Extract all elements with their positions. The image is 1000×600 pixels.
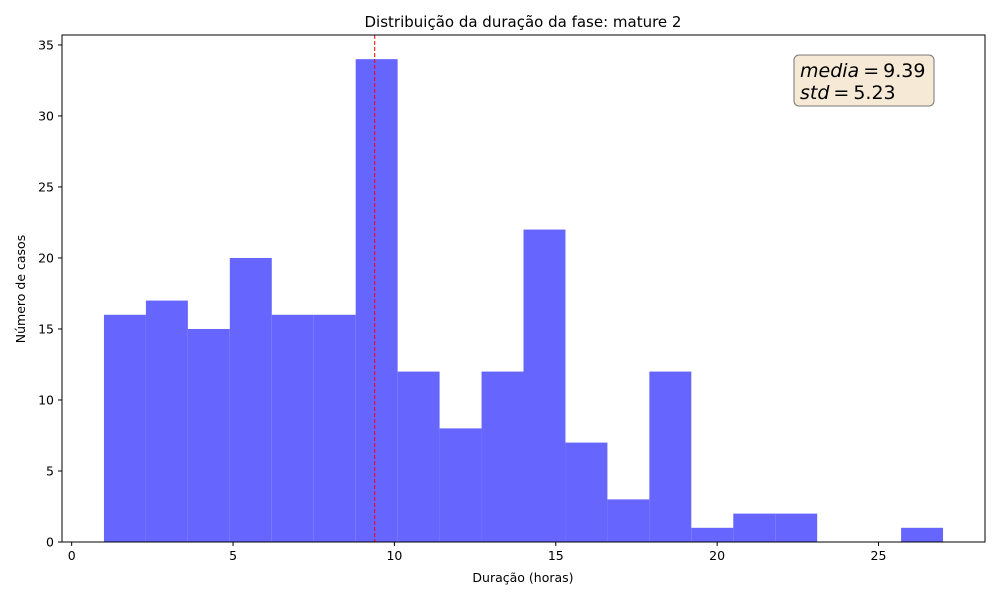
chart-title: Distribuição da duração da fase: mature … <box>365 13 682 31</box>
x-axis-label: Duração (horas) <box>472 570 573 585</box>
x-axis-ticks: 0 5 10 15 20 25 <box>68 542 887 563</box>
y-tick-label: 35 <box>38 37 54 52</box>
std-stat-label: std <box>800 82 830 104</box>
x-tick-label: 0 <box>68 548 76 563</box>
histogram-bar <box>607 499 650 542</box>
histogram-bar <box>397 371 440 542</box>
histogram-bar <box>271 314 314 542</box>
histogram-bar <box>691 527 734 542</box>
x-tick-label: 25 <box>871 548 887 563</box>
std-stat-value: 5.23 <box>853 82 895 104</box>
stats-box: media = 9.39 std = 5.23 <box>793 54 935 107</box>
histogram-bar <box>229 257 272 542</box>
histogram-bar <box>313 314 356 542</box>
x-tick-label: 15 <box>548 548 564 563</box>
mean-stat: media = 9.39 <box>800 60 925 82</box>
histogram-bar <box>733 513 776 542</box>
y-tick-label: 0 <box>46 535 54 550</box>
y-tick-label: 15 <box>38 321 54 336</box>
histogram-bars <box>103 59 944 543</box>
histogram-bar <box>523 229 566 542</box>
y-axis-ticks: 0 5 10 15 20 25 30 35 <box>38 37 62 550</box>
y-axis-label: Número de casos <box>13 235 28 343</box>
histogram-bar <box>145 300 188 542</box>
histogram-bar <box>439 428 482 542</box>
histogram-bar <box>481 371 524 542</box>
stats-box-background <box>793 54 935 107</box>
y-tick-label: 20 <box>38 250 54 265</box>
plot-frame <box>61 34 986 543</box>
x-tick-label: 10 <box>386 548 402 563</box>
std-stat: std = 5.23 <box>800 82 896 104</box>
mean-stat-value: 9.39 <box>883 60 925 82</box>
y-tick-label: 10 <box>38 392 54 407</box>
histogram-bar <box>103 314 146 542</box>
histogram-bar <box>775 513 818 542</box>
mean-stat-equals: = <box>863 60 879 82</box>
x-tick-label: 20 <box>709 548 725 563</box>
y-tick-label: 30 <box>38 108 54 123</box>
y-tick-label: 25 <box>38 179 54 194</box>
histogram-bar <box>901 527 944 542</box>
y-tick-label: 5 <box>46 463 54 478</box>
histogram-bar <box>187 328 230 542</box>
histogram-bar <box>565 442 608 542</box>
mean-stat-label: media <box>800 60 859 82</box>
histogram-bar <box>355 59 398 543</box>
std-stat-equals: = <box>833 82 849 104</box>
x-tick-label: 5 <box>229 548 237 563</box>
histogram-bar <box>649 371 692 542</box>
